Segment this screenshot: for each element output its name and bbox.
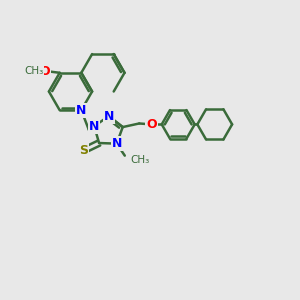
Text: N: N <box>103 110 114 123</box>
Text: N: N <box>76 104 86 117</box>
Text: O: O <box>146 118 157 131</box>
Text: N: N <box>112 137 122 150</box>
Text: O: O <box>39 65 50 78</box>
Text: S: S <box>79 144 88 157</box>
Text: CH₃: CH₃ <box>130 154 149 164</box>
Text: CH₃: CH₃ <box>24 66 43 76</box>
Text: N: N <box>89 120 99 133</box>
